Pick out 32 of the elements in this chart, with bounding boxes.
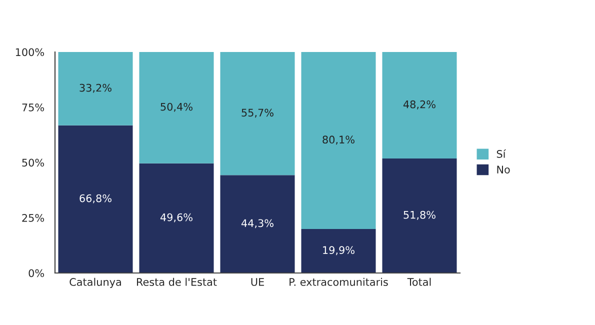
legend-label: Sí xyxy=(496,149,506,158)
y-tick-label: 75% xyxy=(22,103,44,112)
bar xyxy=(220,175,295,273)
data-label: 50,4% xyxy=(160,102,192,112)
data-label: 33,2% xyxy=(80,84,112,93)
bar xyxy=(139,163,214,273)
data-label: 80,1% xyxy=(322,136,354,145)
y-tick-label: 0% xyxy=(28,269,44,278)
x-tick-label: UE xyxy=(251,278,264,286)
y-tick-label: 50% xyxy=(22,158,44,167)
data-label: 66,8% xyxy=(80,194,112,204)
bar xyxy=(382,52,457,159)
x-tick-label: Catalunya xyxy=(70,278,121,288)
bar xyxy=(382,158,457,273)
bar xyxy=(58,125,133,273)
data-label: 51,8% xyxy=(404,210,436,220)
data-label: 55,7% xyxy=(242,108,274,118)
bar xyxy=(301,229,376,273)
data-label: 44,3% xyxy=(241,219,274,228)
x-tick-label: P. extracomunitaris xyxy=(290,278,388,286)
bar xyxy=(139,52,214,164)
data-label: 48,2% xyxy=(403,100,436,110)
bar xyxy=(301,52,376,230)
bar xyxy=(220,52,295,176)
data-label: 49,6% xyxy=(160,213,192,222)
legend-label: No xyxy=(497,166,510,174)
y-tick-label: 25% xyxy=(22,214,44,222)
data-label: 19,9% xyxy=(323,246,354,256)
y-tick-label: 100% xyxy=(16,48,44,56)
x-tick-label: Total xyxy=(407,278,431,286)
x-tick-label: Resta de l'Estat xyxy=(137,278,217,286)
bar xyxy=(58,52,133,126)
